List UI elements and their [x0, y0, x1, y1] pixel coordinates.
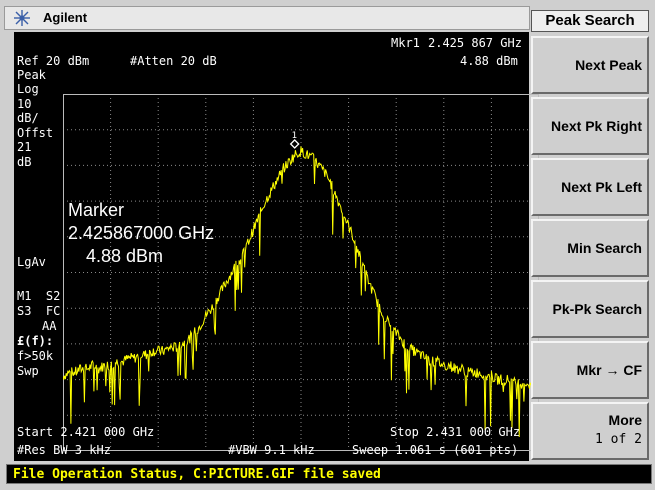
ref-level: Ref 20 dBm	[17, 54, 90, 68]
scale-unit: dB/	[17, 111, 39, 125]
resolution-bandwidth: #Res BW 3 kHz	[17, 443, 111, 457]
offset-unit: dB	[17, 155, 32, 169]
agilent-spark-icon	[14, 10, 30, 26]
brand-label: Agilent	[43, 10, 88, 25]
softkey-menu-title: Peak Search	[531, 10, 649, 32]
status-message: File Operation Status, C:PICTURE.GIF fil…	[13, 467, 381, 482]
scale-value: 10	[17, 97, 32, 111]
next-pk-left-button[interactable]: Next Pk Left	[531, 158, 649, 216]
avg-type: LgAv	[17, 255, 46, 269]
freq-threshold: f>50k	[17, 349, 54, 363]
start-freq: Start 2.421 000 GHz	[17, 425, 155, 439]
next-pk-right-label: Next Pk Right	[550, 118, 642, 134]
min-search-button[interactable]: Min Search	[531, 219, 649, 277]
video-bandwidth: #VBW 9.1 kHz	[228, 443, 315, 457]
sweep-time: Sweep 1.061 s (601 pts)	[352, 443, 519, 457]
pk-pk-search-button[interactable]: Pk-Pk Search	[531, 280, 649, 338]
peak-marker-number: 1	[292, 131, 297, 141]
more-label: More	[608, 412, 642, 428]
mkr-to-cf-label: Mkr → CF	[576, 362, 642, 378]
spectrum-display: Mkr1 2.425 867 GHz 4.88 dBm Ref 20 dBm #…	[14, 32, 539, 461]
more-button[interactable]: More 1 of 2	[531, 402, 649, 460]
marker-box-title: Marker	[68, 200, 125, 220]
stop-freq: Stop 2.431 000 GHz	[390, 425, 521, 439]
peak-marker-diamond	[289, 139, 300, 149]
trace-mode-s3-fc: S3 FC	[17, 304, 61, 318]
marker-readout-label: Mkr1	[391, 36, 420, 50]
marker-box-amp: 4.88 dBm	[86, 246, 164, 266]
next-peak-label: Next Peak	[575, 57, 642, 73]
softkey-panel: Peak Search Next Peak Next Pk Right Next…	[531, 6, 653, 462]
spectrum-plot: 1	[63, 94, 539, 451]
min-search-label: Min Search	[567, 240, 642, 256]
attenuation: #Atten 20 dB	[130, 54, 217, 68]
status-bar: File Operation Status, C:PICTURE.GIF fil…	[6, 464, 652, 484]
marker-box-freq: 2.425867000 GHz	[68, 223, 215, 243]
offset-value: 21	[17, 140, 32, 154]
next-pk-left-label: Next Pk Left	[561, 179, 642, 195]
title-bar: Agilent	[4, 6, 530, 30]
pk-pk-search-label: Pk-Pk Search	[552, 301, 643, 317]
next-pk-right-button[interactable]: Next Pk Right	[531, 97, 649, 155]
spectrum-trace	[63, 146, 539, 438]
trace-mode-aa: AA	[42, 319, 57, 333]
marker-readout-freq: 2.425 867 GHz	[428, 36, 522, 50]
offset-label: Offst	[17, 126, 54, 140]
detector-peak: Peak	[17, 68, 46, 82]
more-page-indicator: 1 of 2	[595, 432, 642, 447]
trace-mode-m1-s2: M1 S2	[17, 289, 61, 303]
sweep-label: Swp	[17, 364, 39, 378]
mkr-to-cf-button[interactable]: Mkr → CF	[531, 341, 649, 399]
marker-readout-amp: 4.88 dBm	[460, 54, 518, 68]
freq-condition: £(f):	[17, 334, 54, 348]
scale-log: Log	[17, 82, 39, 96]
next-peak-button[interactable]: Next Peak	[531, 36, 649, 94]
